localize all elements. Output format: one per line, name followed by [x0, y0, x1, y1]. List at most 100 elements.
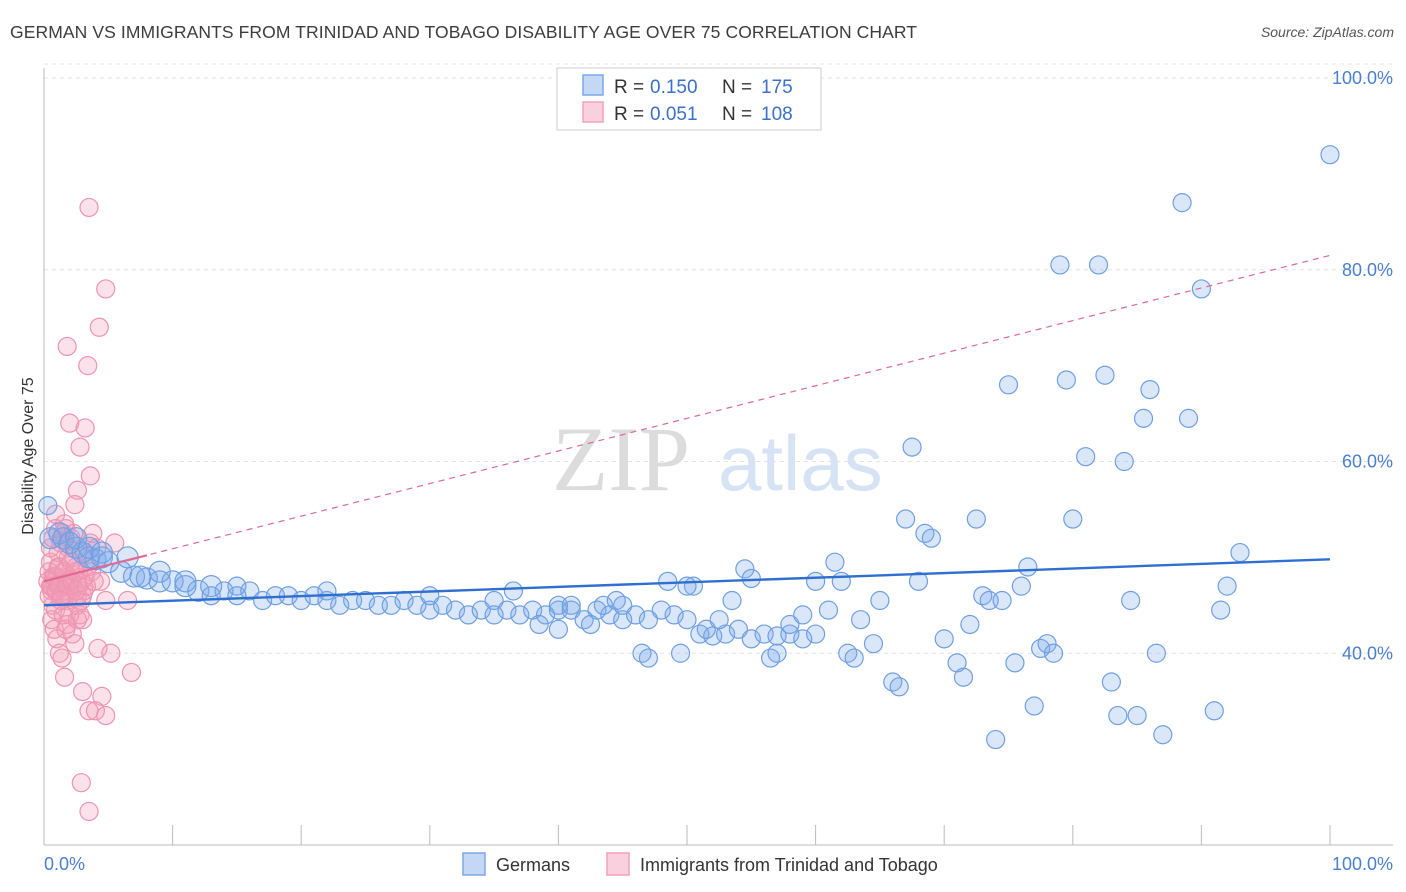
legend-n-label-1: N =	[722, 104, 752, 125]
germans-point-152	[1230, 542, 1250, 563]
germans-point-113	[921, 528, 941, 548]
watermark: ZIP atlas	[552, 408, 883, 510]
legend: R = 0.150 N = 175 R = 0.051 N = 108	[556, 67, 822, 131]
trinidad-point-77	[117, 590, 138, 611]
watermark-atlas: atlas	[718, 419, 883, 507]
germans-point-93	[741, 568, 761, 589]
y-tick-label-60: 60.0%	[1342, 452, 1393, 472]
bottom-legend-germans: Germans	[496, 855, 570, 875]
trinidad-point-101	[69, 576, 89, 596]
trinidad-point-67	[88, 638, 108, 659]
legend-swatch-trinidad	[582, 101, 604, 123]
trinidad-point-76	[79, 801, 99, 822]
germans-point-140	[1121, 590, 1141, 611]
legend-r-label-0: R =	[614, 77, 644, 98]
germans-point-54	[664, 605, 684, 625]
y-axis-label: Disability Age Over 75	[20, 377, 37, 535]
germans-point-122	[992, 590, 1012, 611]
germans-point-95	[767, 643, 787, 663]
germans-point-96	[780, 614, 800, 635]
bottom-legend-swatch-trinidad	[606, 852, 630, 876]
trinidad-point-56	[80, 466, 100, 486]
germans-point-76	[77, 536, 101, 559]
germans-point-42	[510, 605, 530, 625]
trend-line-trinidad-dashed	[43, 254, 1331, 582]
germans-point-144	[1146, 643, 1166, 663]
germans-point-134	[1076, 447, 1096, 467]
germans-point-80	[503, 581, 523, 601]
trinidad-point-36	[52, 648, 72, 668]
germans-point-65	[805, 624, 826, 644]
germans-point-17	[187, 579, 210, 603]
germans-point-108	[889, 677, 909, 697]
germans-point-155	[580, 614, 601, 635]
germans-point-126	[1018, 557, 1038, 577]
y-tick-label-80: 80.0%	[1342, 260, 1393, 280]
germans-point-150	[1211, 600, 1231, 620]
x-tick-label-max: 100.0%	[1332, 854, 1393, 874]
trinidad-point-65	[72, 610, 93, 630]
y-tick-label-100: 100.0%	[1332, 68, 1393, 88]
germans-point-157	[677, 576, 697, 596]
germans-point-145	[1153, 725, 1173, 745]
germans-point-59	[728, 619, 749, 639]
germans-point-38	[458, 605, 478, 625]
trinidad-point-58	[65, 495, 85, 515]
germans-point-127	[1024, 696, 1044, 716]
germans-point-137	[1101, 672, 1121, 692]
trinidad-point-73	[85, 701, 106, 721]
germans-point-130	[1043, 643, 1064, 663]
germans-point-91	[722, 590, 742, 611]
watermark-zip: ZIP	[552, 408, 690, 510]
germans-point-131	[1050, 255, 1070, 275]
germans-point-77	[90, 541, 113, 564]
germans-point-116	[953, 667, 974, 687]
germans-point-142	[1133, 408, 1154, 428]
germans-point-72	[484, 590, 504, 611]
germans-point-121	[986, 729, 1006, 750]
trinidad-point-71	[92, 686, 112, 706]
germans-point-139	[1114, 451, 1134, 472]
germans-point-16	[174, 575, 197, 598]
germans-point-46	[561, 600, 581, 620]
trinidad-point-69	[121, 662, 142, 683]
bottom-legend: Germans Immigrants from Trinidad and Tob…	[462, 852, 938, 876]
trinidad-point-61	[83, 523, 103, 544]
germans-point-64	[793, 629, 813, 649]
legend-n-label-0: N =	[722, 77, 752, 98]
germans-point-21	[240, 581, 260, 601]
germans-point-138	[1108, 705, 1128, 726]
germans-point-58	[715, 624, 736, 644]
germans-point-82	[548, 619, 569, 639]
germans-point-50	[613, 610, 633, 630]
y-tick-labels: 40.0% 60.0% 80.0% 100.0%	[1332, 68, 1393, 663]
germans-point-49	[600, 605, 620, 625]
trinidad-point-64	[96, 590, 116, 611]
legend-r-value-1: 0.051	[650, 104, 698, 125]
trinidad-point-96	[56, 619, 76, 639]
germans-point-36	[433, 595, 453, 615]
legend-r-label-1: R =	[614, 104, 644, 125]
germans-point-118	[966, 509, 986, 529]
germans-point-111	[908, 571, 929, 591]
germans-point-68	[200, 575, 223, 598]
germans-point-44	[535, 605, 556, 625]
trinidad-point-49	[79, 197, 99, 218]
germans-point-154	[561, 595, 581, 615]
germans-point-55	[677, 610, 697, 630]
germans-point-41	[497, 600, 517, 620]
trinidad-point-55	[70, 437, 90, 457]
germans-point-90	[709, 610, 729, 630]
trend-line-germans	[43, 558, 1331, 607]
bottom-legend-trinidad: Immigrants from Trinidad and Tobago	[640, 855, 938, 875]
germans-point-110	[902, 437, 922, 457]
germans-point-87	[658, 571, 678, 591]
germans-point-92	[735, 559, 755, 579]
trinidad-point-95	[53, 605, 73, 625]
germans-point-153	[1320, 145, 1340, 165]
germans-point-83	[593, 595, 614, 615]
trinidad-point-41	[65, 634, 85, 654]
germans-point-52	[638, 610, 659, 630]
germans-point-53	[651, 600, 671, 620]
